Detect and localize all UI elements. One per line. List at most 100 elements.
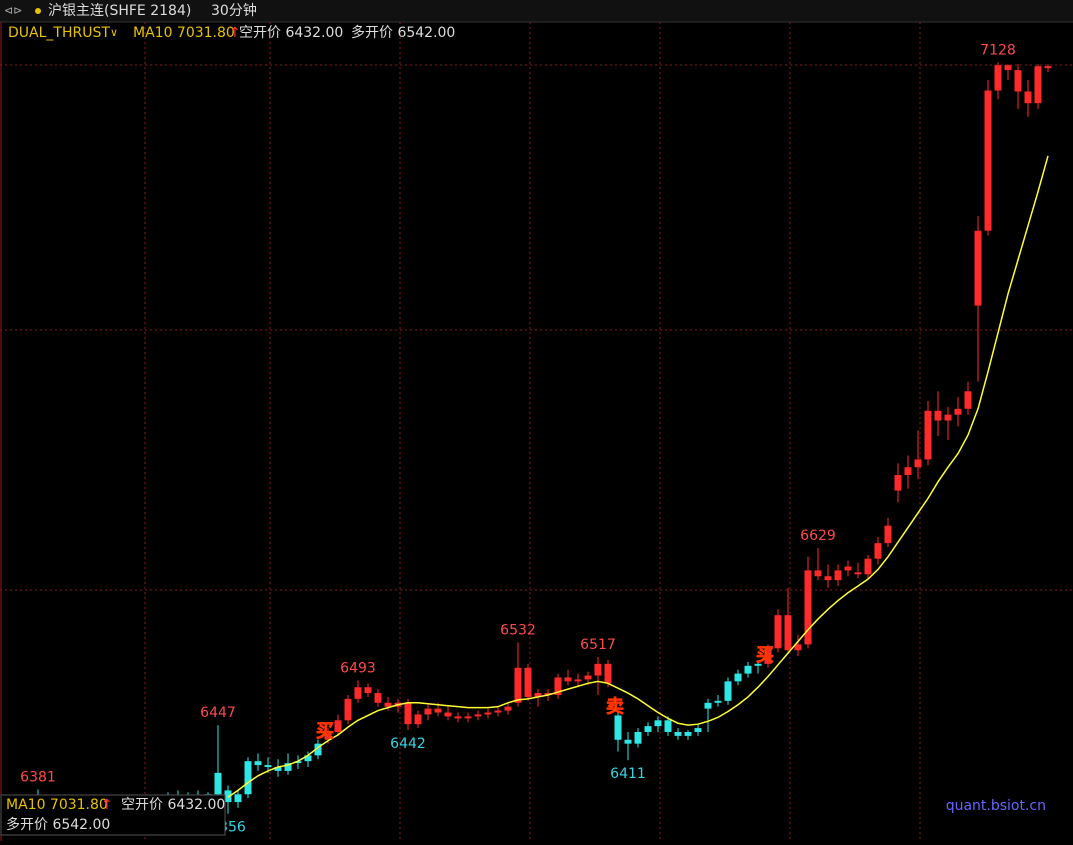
candle-body xyxy=(644,726,652,732)
candle-body xyxy=(524,667,532,697)
candle-body xyxy=(944,414,952,421)
candle-body xyxy=(404,702,412,725)
extreme-label: 6381 xyxy=(20,769,56,785)
menu-icon[interactable]: ⊲⊳ xyxy=(4,4,22,17)
long-open: 多开价 6542.00 xyxy=(351,24,455,41)
candle-body xyxy=(714,700,722,703)
indicator-name[interactable]: DUAL_THRUST xyxy=(8,25,110,41)
candle-body xyxy=(954,408,962,415)
candle-body xyxy=(314,743,322,756)
candle-body xyxy=(914,459,922,468)
candle-body xyxy=(284,763,292,771)
extreme-label: 6532 xyxy=(500,622,536,638)
box-ma-arrow: ↑ xyxy=(101,797,113,813)
candle-body xyxy=(344,698,352,721)
candle-body xyxy=(304,755,312,762)
candle-body xyxy=(634,731,642,744)
candle-body xyxy=(494,710,502,713)
candle-body xyxy=(244,761,252,795)
signal-label: 卖 xyxy=(606,695,624,717)
candle-body xyxy=(414,714,422,725)
candle-body xyxy=(844,566,852,571)
plot: 6381644763566493644265326517641166297128… xyxy=(4,42,1052,836)
candle-body xyxy=(514,667,522,703)
candle-body xyxy=(824,576,832,581)
candle-body xyxy=(274,767,282,771)
candle-body xyxy=(224,790,232,803)
box-short-open: 空开价 6432.00 xyxy=(121,797,225,813)
candle-body xyxy=(264,765,272,768)
candle-body xyxy=(384,702,392,707)
candle-body xyxy=(874,543,882,559)
info-box xyxy=(0,794,226,836)
candle-body xyxy=(834,570,842,581)
candle-body xyxy=(704,702,712,709)
candle-body xyxy=(724,681,732,701)
candle-body xyxy=(594,663,602,676)
candle-body xyxy=(974,230,982,306)
candle-body xyxy=(904,467,912,476)
candle-body xyxy=(474,714,482,717)
short-open: 空开价 6432.00 xyxy=(239,25,343,41)
ma-arrow: ↑ xyxy=(229,25,241,41)
extreme-label: 6442 xyxy=(390,736,426,752)
box-ma-legend: MA10 7031.80 xyxy=(6,797,108,813)
candle-body xyxy=(614,715,622,740)
period[interactable]: 30分钟 xyxy=(211,2,257,19)
candle-body xyxy=(1004,65,1012,71)
candle-body xyxy=(964,391,972,409)
candle-body xyxy=(604,663,612,684)
candle-body xyxy=(774,615,782,649)
dropdown[interactable]: ∨ xyxy=(110,26,118,39)
candle-body xyxy=(1044,66,1052,69)
candle-body xyxy=(814,570,822,577)
candle-body xyxy=(584,675,592,680)
candle-body xyxy=(894,475,902,491)
candle-body xyxy=(764,648,772,664)
extreme-label: 6411 xyxy=(610,766,646,782)
candle-body xyxy=(364,687,372,694)
candle-body xyxy=(464,716,472,719)
candle-body xyxy=(334,720,342,732)
candle-body xyxy=(664,720,672,732)
candle-body xyxy=(654,720,662,727)
extreme-label: 6517 xyxy=(580,637,616,653)
candle-body xyxy=(574,679,582,682)
signal-label: 买 xyxy=(316,721,334,742)
candle-body xyxy=(754,663,762,666)
candle-body xyxy=(374,693,382,703)
candle-body xyxy=(444,712,452,717)
ma-legend: MA10 7031.80 xyxy=(133,25,235,41)
candle-body xyxy=(434,708,442,713)
signal-label: 买 xyxy=(756,645,774,666)
candle-body xyxy=(994,65,1002,91)
candle-body xyxy=(504,706,512,711)
candle-body xyxy=(544,693,552,695)
candle-body xyxy=(534,693,542,697)
candle-body xyxy=(684,731,692,736)
candle-body xyxy=(924,410,932,460)
grid xyxy=(0,22,1073,841)
status-dot xyxy=(35,8,41,14)
candle-body xyxy=(1034,66,1042,104)
candle-body xyxy=(784,615,792,651)
candle-body xyxy=(214,772,222,795)
candle-body xyxy=(674,731,682,736)
ma10-line xyxy=(227,155,1049,798)
candle-body xyxy=(484,712,492,715)
extreme-label: 6493 xyxy=(340,660,376,676)
extreme-label: 6629 xyxy=(800,528,836,544)
candle-body xyxy=(1014,70,1022,92)
candle-body xyxy=(624,739,632,744)
candle-body xyxy=(884,525,892,544)
candle-body xyxy=(554,677,562,695)
watermark: quant.bsiot.cn xyxy=(946,798,1046,814)
candle-body xyxy=(354,687,362,699)
extreme-label: 6447 xyxy=(200,705,236,721)
candle-body xyxy=(864,558,872,575)
candle-body xyxy=(1024,91,1032,104)
candle-body xyxy=(424,708,432,715)
candle-body xyxy=(744,665,752,674)
candle-body xyxy=(794,644,802,651)
